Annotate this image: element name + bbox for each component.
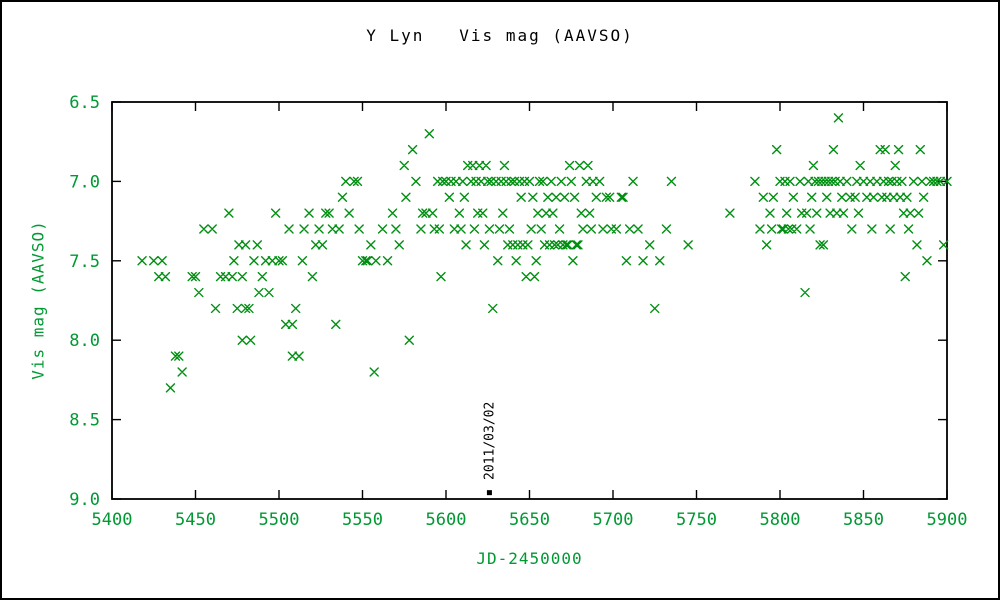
annotation-date: 2011/03/02 (482, 402, 497, 480)
y-axis-label: Vis mag (AAVSO) (28, 220, 48, 380)
svg-text:9.0: 9.0 (69, 490, 100, 510)
chart-title: Y Lyn Vis mag (AAVSO) (366, 26, 634, 45)
x-axis-label: JD-2450000 (476, 549, 583, 568)
svg-text:5900: 5900 (927, 510, 968, 530)
svg-text:5600: 5600 (426, 510, 467, 530)
svg-text:5800: 5800 (760, 510, 801, 530)
svg-text:5550: 5550 (342, 510, 383, 530)
svg-text:5650: 5650 (509, 510, 550, 530)
svg-text:5400: 5400 (92, 510, 133, 530)
svg-text:8.5: 8.5 (69, 411, 100, 431)
svg-text:5850: 5850 (843, 510, 884, 530)
svg-text:8.0: 8.0 (69, 331, 100, 351)
svg-text:6.5: 6.5 (69, 93, 100, 113)
svg-text:5700: 5700 (593, 510, 634, 530)
annotation-marker (486, 490, 492, 496)
svg-text:5750: 5750 (676, 510, 717, 530)
svg-text:5500: 5500 (259, 510, 300, 530)
svg-text:7.0: 7.0 (69, 172, 100, 192)
svg-text:5450: 5450 (175, 510, 216, 530)
svg-text:7.5: 7.5 (69, 252, 100, 272)
